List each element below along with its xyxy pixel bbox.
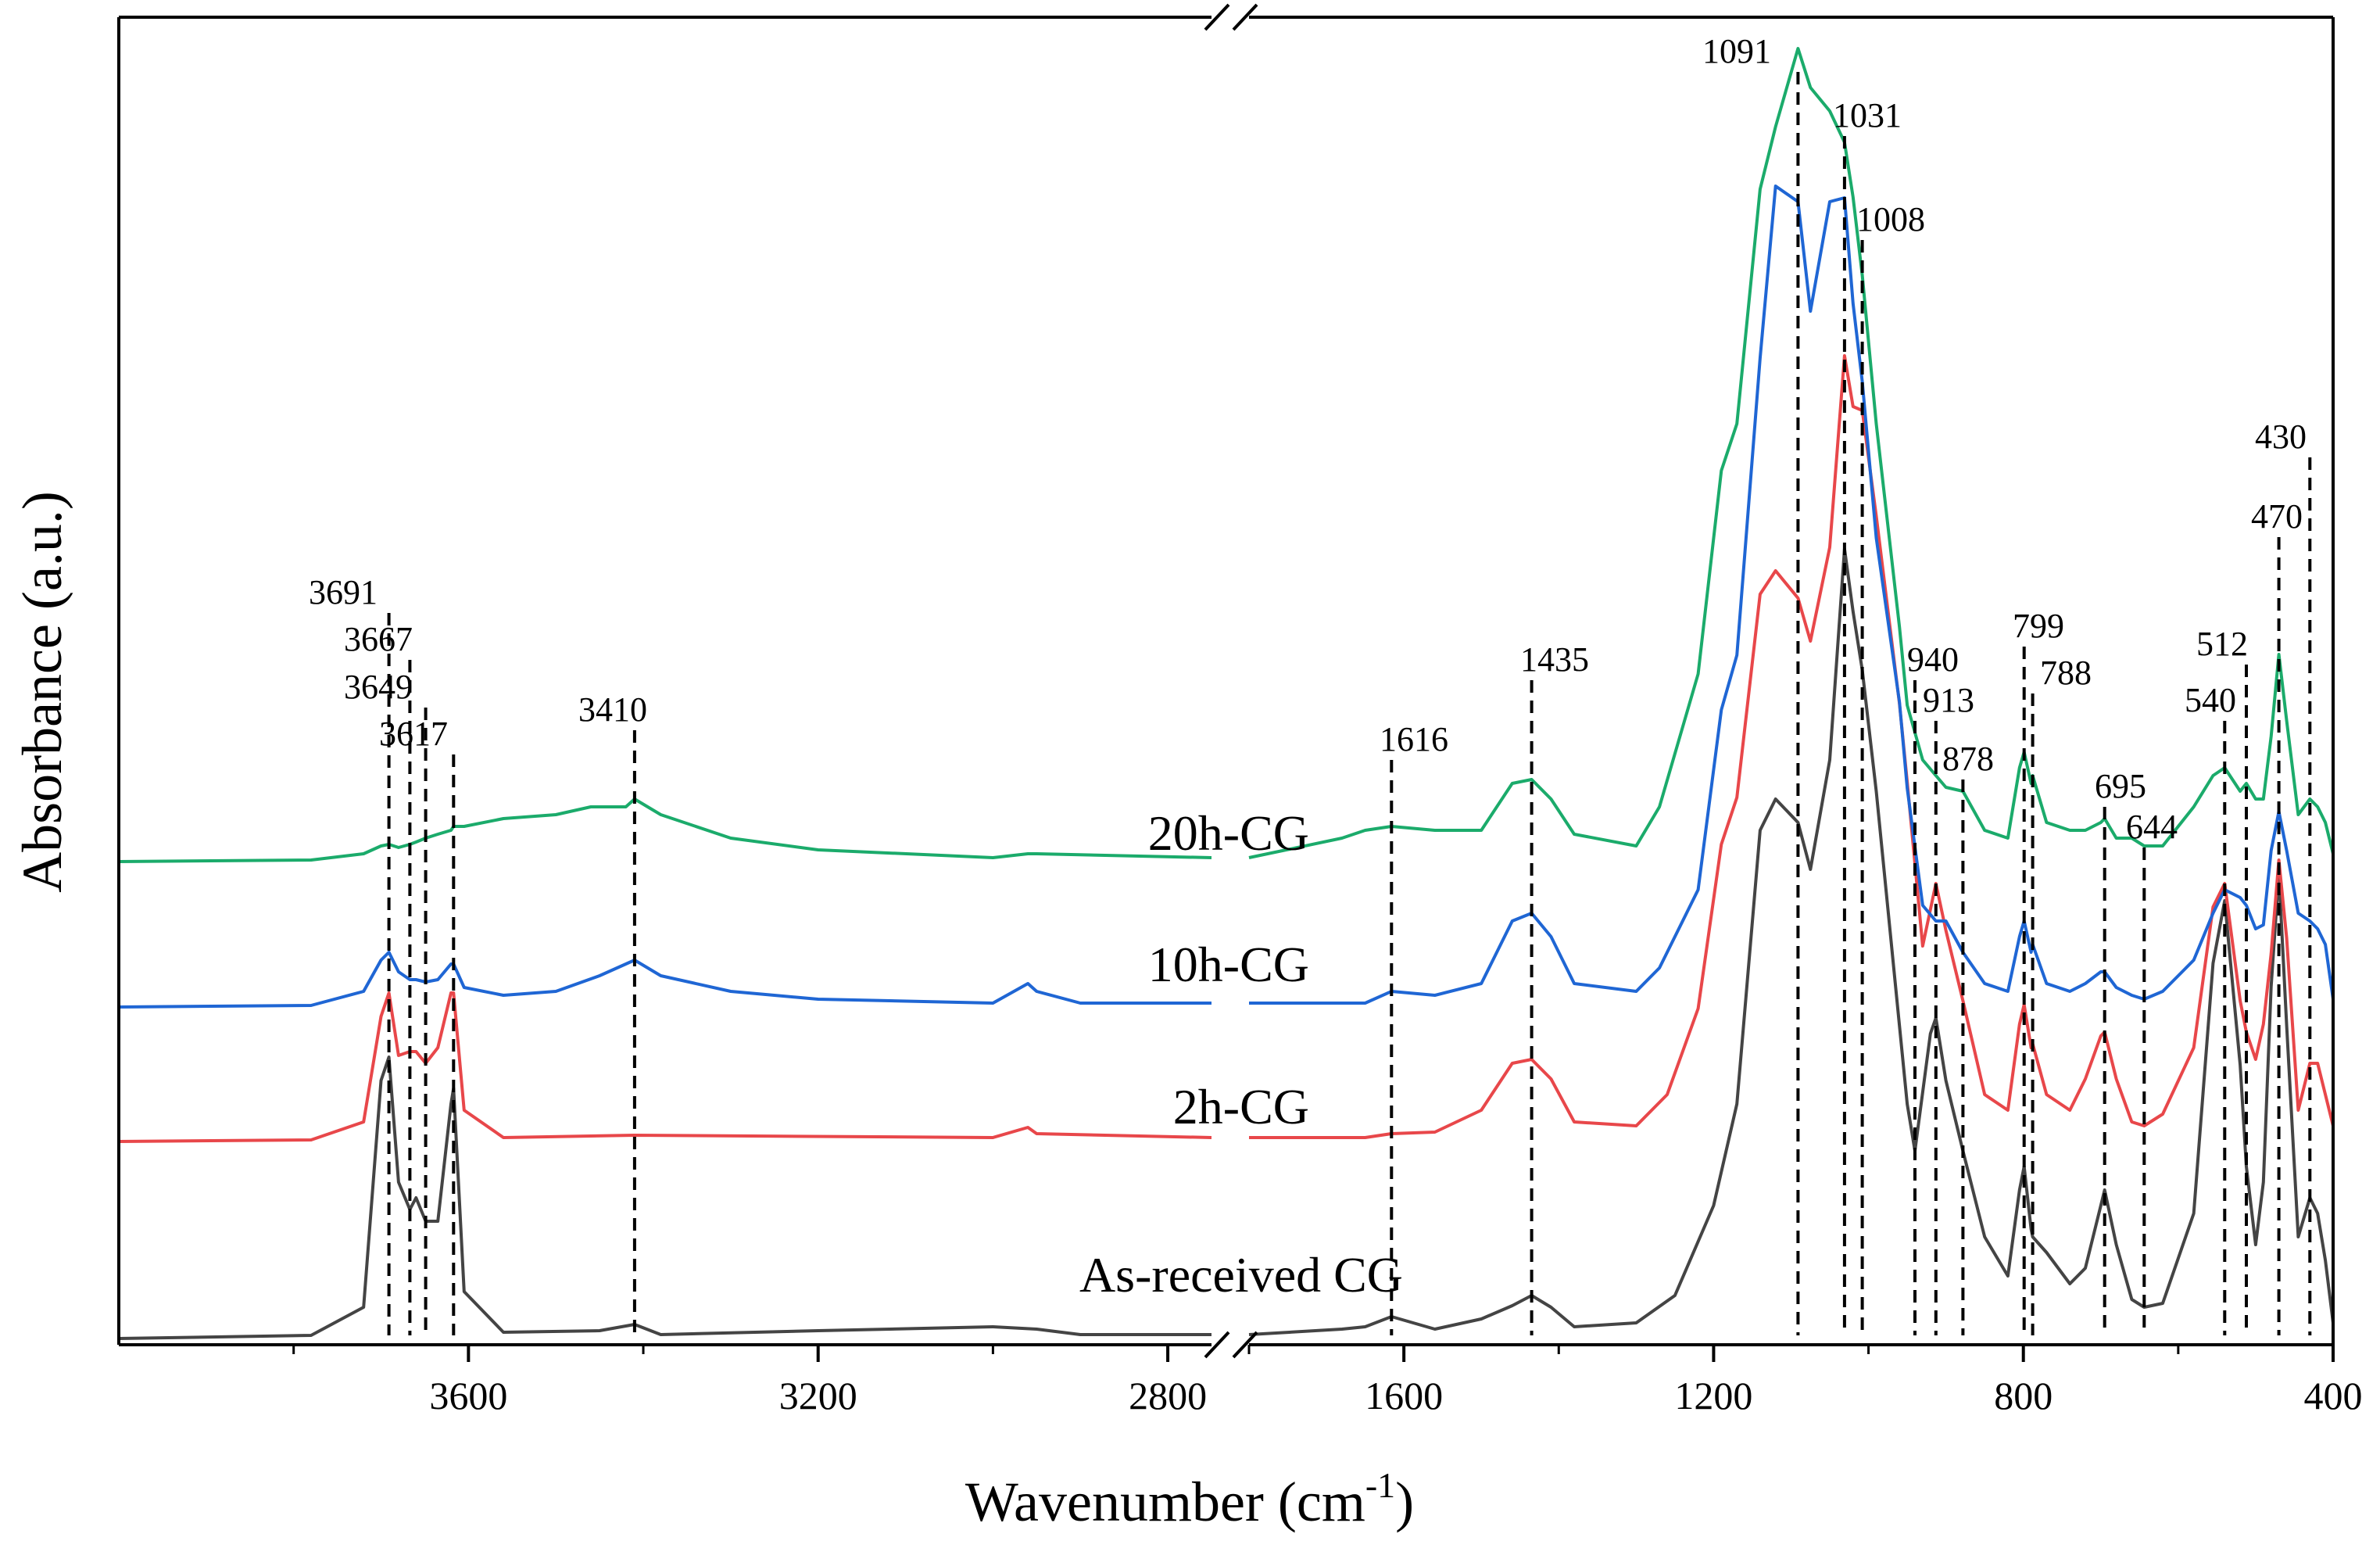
series-line-20h-cg-low (1248, 47, 2335, 859)
peak-label-3617: 3617 (379, 715, 448, 753)
peak-label-1091: 1091 (1702, 32, 1771, 70)
series-label-2h-cg: 2h-CG (1173, 1079, 1309, 1134)
peak-label-3667: 3667 (344, 620, 413, 658)
peak-label-3410: 3410 (578, 690, 647, 729)
series-label-10h-cg: 10h-CG (1148, 937, 1309, 992)
peak-label-470: 470 (2251, 497, 2303, 536)
peak-label-788: 788 (2040, 654, 2092, 692)
peak-label-3649: 3649 (344, 668, 413, 706)
x-tick-label-3600: 3600 (429, 1374, 507, 1417)
peak-label-644: 644 (2126, 808, 2178, 846)
series-line-10h-cg-high (118, 951, 1211, 1009)
peak-labels: 3691 3667 3649 3617 3410 1616 1435 1091 1031 1008… (309, 32, 2307, 846)
peak-label-512: 512 (2196, 625, 2248, 663)
peak-label-1435: 1435 (1520, 640, 1589, 679)
peak-label-540: 540 (2185, 681, 2236, 719)
x-tick-label-2800: 2800 (1129, 1374, 1207, 1417)
y-axis-title: Absorbance (a.u.) (11, 491, 73, 893)
peak-label-1008: 1008 (1856, 200, 1925, 238)
axis-break-mark-top-0 (1204, 3, 1230, 31)
x-axis-ticks: 3600 3200 2800 1600 1200 800 400 (292, 1345, 2363, 1417)
series-line-20h-cg-high (118, 797, 1212, 863)
peak-label-940: 940 (1907, 640, 1959, 679)
peak-label-1031: 1031 (1833, 96, 1902, 134)
axis-break-mark-top-1 (1232, 3, 1258, 31)
series-line-2h-cg-low (1249, 354, 2335, 1139)
peak-label-799: 799 (2013, 607, 2064, 645)
series-label-20h-cg: 20h-CG (1148, 805, 1309, 861)
x-tick-label-800: 800 (1994, 1374, 2053, 1417)
peak-label-878: 878 (1942, 740, 1994, 778)
peak-label-430: 430 (2255, 418, 2307, 456)
series-line-2h-cg-high (118, 991, 1212, 1143)
x-tick-label-3200: 3200 (779, 1374, 857, 1417)
x-tick-label-1600: 1600 (1365, 1374, 1443, 1417)
series-label-as-received-cg: As-received CG (1079, 1247, 1403, 1303)
series-line-as-received-cg-high (118, 1055, 1211, 1340)
series-lines (118, 47, 2335, 1340)
x-axis-title: Wavenumber (cm-1) (965, 1465, 1414, 1533)
x-tick-label-400: 400 (2304, 1374, 2363, 1417)
peak-label-913: 913 (1923, 681, 1974, 719)
plot-frame (117, 3, 2335, 1359)
peak-label-695: 695 (2095, 767, 2146, 805)
axis-break-mark-bottom-1 (1232, 1331, 1258, 1359)
peak-guides (387, 72, 2312, 1335)
peak-label-1616: 1616 (1380, 720, 1448, 758)
axis-break-mark-bottom-0 (1204, 1331, 1230, 1359)
peak-label-3691: 3691 (309, 573, 378, 611)
x-tick-label-1200: 1200 (1674, 1374, 1752, 1417)
series-line-as-received-cg-low (1248, 547, 2335, 1336)
series-line-10h-cg-low (1249, 185, 2335, 1005)
series-labels: As-received CG 2h-CG 10h-CG 20h-CG (1079, 805, 1403, 1303)
